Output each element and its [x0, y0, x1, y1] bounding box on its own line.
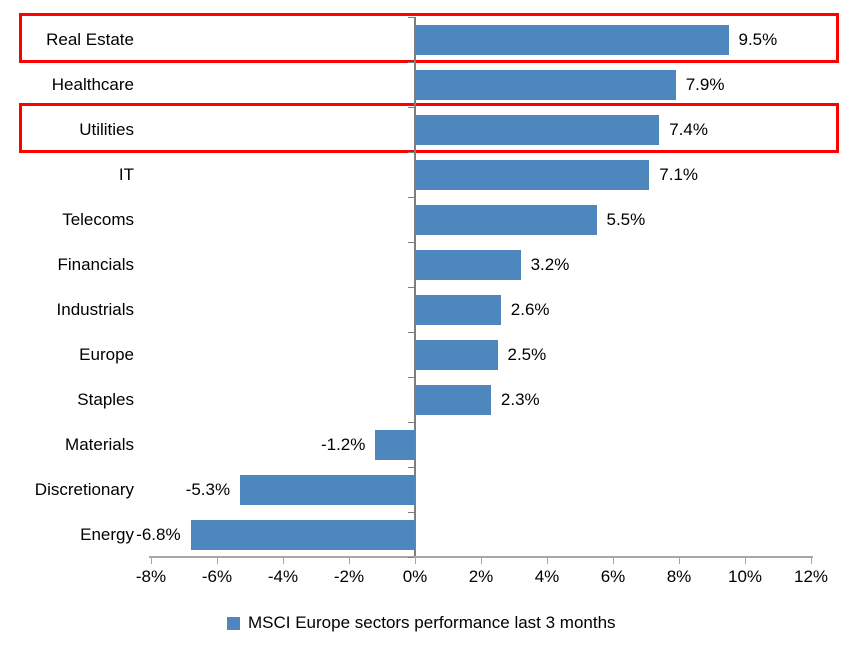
y-axis-tick — [408, 17, 414, 18]
x-axis-tick — [679, 558, 680, 564]
bar — [240, 474, 415, 505]
category-label: Energy — [80, 524, 134, 544]
category-label: Telecoms — [62, 209, 134, 229]
x-axis-tick-label: 8% — [666, 567, 692, 586]
y-axis-tick — [408, 107, 414, 108]
y-axis-tick — [408, 467, 414, 468]
category-label: Real Estate — [46, 29, 134, 49]
legend-marker-icon — [227, 616, 240, 630]
bar — [415, 204, 597, 235]
x-axis-tick — [481, 558, 482, 564]
y-axis-tick — [408, 152, 414, 153]
x-axis-tick-label: 6% — [600, 567, 626, 586]
y-axis-tick — [408, 422, 414, 423]
category-label: Utilities — [79, 119, 134, 139]
value-label: 9.5% — [738, 29, 778, 49]
y-axis-tick — [408, 332, 414, 333]
y-axis-tick — [408, 512, 414, 513]
value-label: -6.8% — [136, 524, 181, 544]
value-label: 7.9% — [685, 74, 725, 94]
y-axis-tick — [408, 557, 414, 558]
y-axis-tick — [408, 62, 414, 63]
value-label: 2.5% — [507, 344, 547, 364]
category-label: Industrials — [56, 299, 134, 319]
x-axis-tick — [415, 558, 416, 564]
legend: MSCI Europe sectors performance last 3 m… — [227, 611, 616, 635]
x-axis-tick — [547, 558, 548, 564]
x-axis-tick-label: -2% — [333, 567, 365, 586]
bar — [190, 519, 415, 550]
x-axis-tick — [217, 558, 218, 564]
y-axis-tick — [408, 242, 414, 243]
category-label: Staples — [77, 389, 134, 409]
x-axis-tick-label: 10% — [727, 567, 763, 586]
value-label: 3.2% — [530, 254, 570, 274]
x-axis-tick — [745, 558, 746, 564]
bar — [415, 384, 491, 415]
x-axis-tick-label: 2% — [468, 567, 494, 586]
x-axis-tick-label: 12% — [793, 567, 829, 586]
x-axis-tick — [811, 558, 812, 564]
bar — [415, 114, 660, 145]
y-axis-tick — [408, 197, 414, 198]
x-axis-tick — [283, 558, 284, 564]
value-label: 2.6% — [510, 299, 550, 319]
category-label: Healthcare — [51, 74, 134, 94]
legend-label: MSCI Europe sectors performance last 3 m… — [248, 613, 616, 632]
value-label: -5.3% — [185, 479, 231, 499]
x-axis-tick-label: -8% — [135, 567, 167, 586]
x-axis-tick-label: 0% — [402, 567, 428, 586]
zero-axis-line — [414, 17, 416, 557]
highlight-rect-utilities — [19, 103, 839, 153]
bar — [415, 69, 676, 100]
x-axis-tick — [151, 558, 152, 564]
value-label: -1.2% — [320, 434, 366, 454]
category-label: Materials — [65, 434, 134, 454]
bar — [415, 339, 498, 370]
category-label: Discretionary — [34, 479, 134, 499]
bar — [415, 159, 650, 190]
category-label: IT — [118, 164, 134, 184]
category-label: Financials — [57, 254, 134, 274]
highlight-rect-real-estate — [19, 13, 839, 63]
bar — [375, 429, 415, 460]
value-label: 7.1% — [659, 164, 699, 184]
bar — [415, 249, 521, 280]
y-axis-tick — [408, 377, 414, 378]
value-label: 5.5% — [606, 209, 646, 229]
bar — [415, 24, 729, 55]
category-label: Europe — [79, 344, 134, 364]
x-axis-tick-label: 4% — [534, 567, 560, 586]
x-axis-tick — [613, 558, 614, 564]
bar — [415, 294, 501, 325]
x-axis-tick-label: -4% — [267, 567, 299, 586]
value-label: 7.4% — [669, 119, 708, 139]
x-axis-line — [149, 556, 813, 558]
x-axis-tick — [349, 558, 350, 564]
y-axis-tick — [408, 287, 414, 288]
x-axis-tick-label: -6% — [201, 567, 233, 586]
value-label: 2.3% — [500, 389, 540, 409]
